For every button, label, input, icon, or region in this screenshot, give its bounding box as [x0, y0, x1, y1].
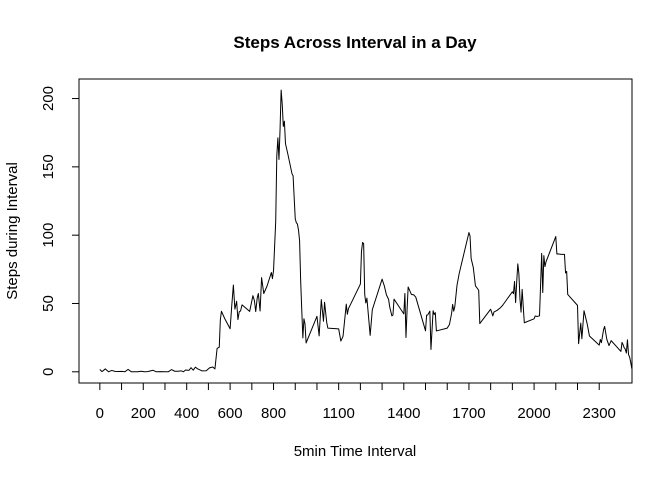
- x-axis: 0 200 400 600 800 1100 1400 1700 2000 2300: [96, 382, 616, 422]
- x-tick-label: 0: [96, 405, 104, 422]
- x-tick-label: 2000: [517, 405, 550, 422]
- y-axis-label: Steps during Interval: [4, 162, 21, 300]
- y-tick-label: 50: [40, 295, 57, 312]
- x-tick-label: 400: [174, 405, 199, 422]
- chart-title: Steps Across Interval in a Day: [233, 33, 477, 52]
- plot-frame: [78, 78, 633, 384]
- y-tick-label: 200: [40, 86, 57, 111]
- x-tick-label: 600: [218, 405, 243, 422]
- x-tick-label: 2300: [583, 405, 616, 422]
- x-tick-label: 1400: [387, 405, 420, 422]
- steps-series-line: [99, 89, 633, 373]
- x-axis-label: 5min Time Interval: [294, 443, 417, 460]
- x-tick-label: 1700: [452, 405, 485, 422]
- y-tick-label: 150: [40, 154, 57, 179]
- y-tick-label: 0: [40, 368, 57, 376]
- y-axis: 0 50 100 150 200: [40, 86, 80, 376]
- x-tick-label: 200: [131, 405, 156, 422]
- x-tick-label: 1100: [323, 405, 355, 422]
- x-tick-label: 800: [261, 405, 286, 422]
- y-tick-label: 100: [40, 223, 57, 248]
